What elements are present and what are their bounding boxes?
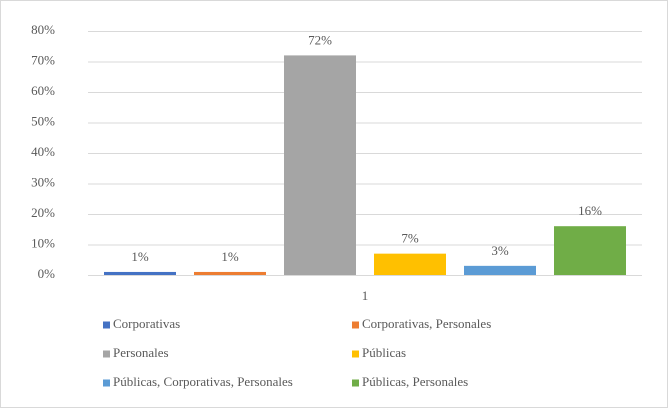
legend-swatch (352, 350, 359, 358)
legend-label: Públicas, Personales (362, 374, 468, 389)
legend-label: Corporativas (113, 316, 180, 331)
value-label: 1% (131, 249, 149, 264)
value-label: 3% (491, 243, 509, 258)
legend-swatch (352, 321, 359, 329)
bar (554, 226, 626, 275)
y-tick-label: 40% (31, 144, 55, 159)
legend-label: Públicas, Corporativas, Personales (113, 374, 293, 389)
x-tick-label: 1 (362, 288, 369, 303)
y-tick-label: 20% (31, 205, 55, 220)
value-label: 72% (308, 32, 332, 47)
value-label: 1% (221, 249, 239, 264)
y-tick-label: 60% (31, 83, 55, 98)
y-tick-label: 80% (31, 22, 55, 37)
legend-label: Públicas (362, 345, 406, 360)
bar (194, 271, 266, 275)
bar (374, 253, 446, 275)
legend-swatch (103, 350, 110, 358)
legend-swatch (103, 379, 110, 387)
y-tick-label: 70% (31, 52, 55, 67)
y-tick-label: 50% (31, 113, 55, 128)
legend-swatch (352, 379, 359, 387)
y-tick-label: 30% (31, 174, 55, 189)
value-label: 16% (578, 203, 602, 218)
value-label: 7% (401, 231, 419, 246)
y-tick-label: 0% (38, 266, 56, 281)
bar (464, 265, 536, 275)
bar (104, 271, 176, 275)
bar (284, 55, 356, 276)
legend-label: Personales (113, 345, 169, 360)
legend-label: Corporativas, Personales (362, 316, 491, 331)
y-tick-label: 10% (31, 235, 55, 250)
legend-swatch (103, 321, 110, 329)
